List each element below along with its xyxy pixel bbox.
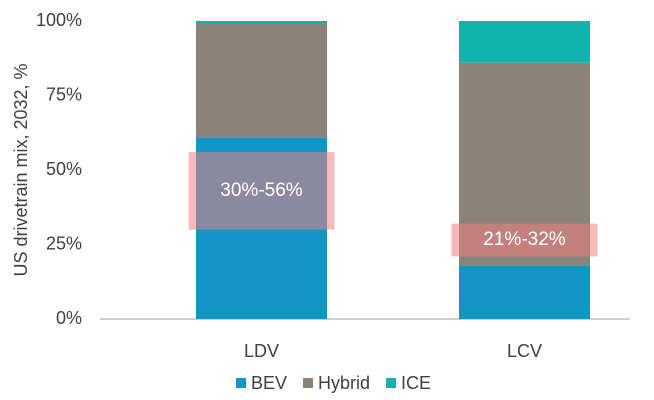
legend-label: ICE [401,373,431,393]
y-axis-label: US drivetrain mix, 2032, % [11,63,31,276]
y-tick-label: 75% [46,84,82,104]
legend-label: Hybrid [318,373,370,393]
x-tick-label: LDV [244,341,279,361]
x-tick-label: LCV [507,341,542,361]
bar-segment [196,21,327,24]
annotation-box [451,223,598,257]
legend-swatch [303,378,314,388]
y-tick-label: 25% [46,233,82,253]
annotation-text: 21%-32% [483,229,565,250]
bar-segment [459,265,590,319]
y-tick-label: 100% [36,10,82,30]
bar-segment [459,21,590,63]
legend-label: BEV [251,373,287,393]
annotation-text: 30%-56% [220,180,302,201]
y-tick-label: 50% [46,159,82,179]
legend-swatch [386,378,397,388]
annotation-box [188,152,335,230]
y-tick-label: 0% [56,308,82,328]
bar-segment [196,23,327,138]
legend-swatch [236,378,246,388]
